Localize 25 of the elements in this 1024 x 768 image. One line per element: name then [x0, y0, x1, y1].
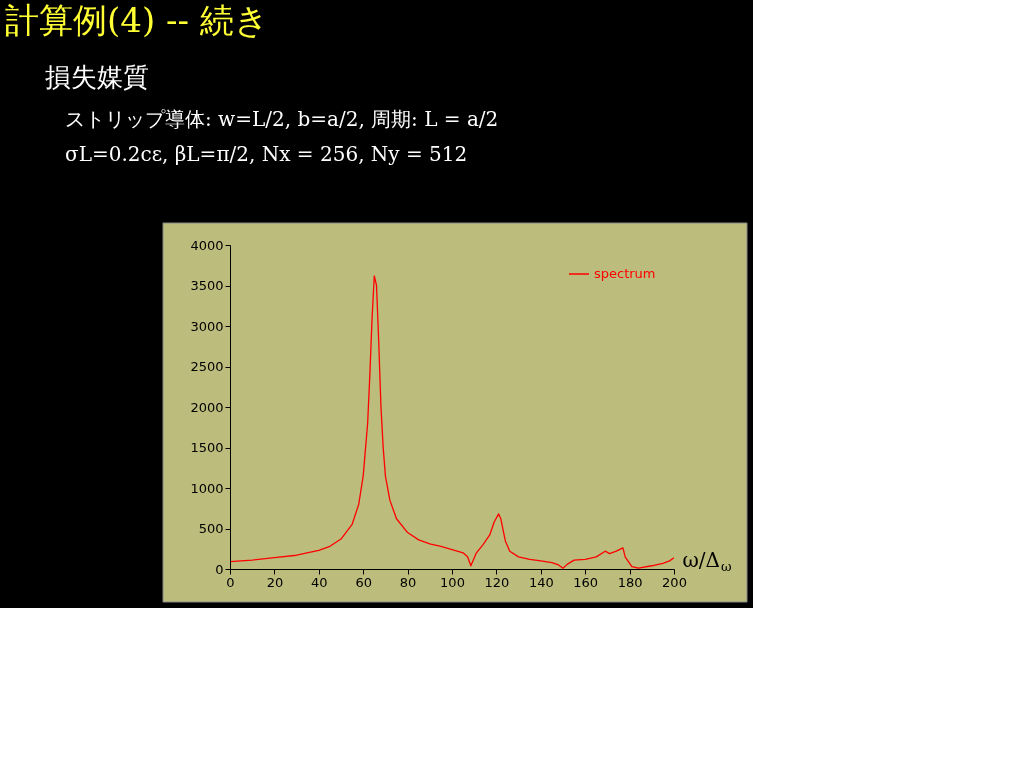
y-tick-label: 1000: [190, 480, 224, 496]
x-tick-label: 120: [484, 574, 510, 590]
text: ストリップ導体: w=L/2, b=a/2, 周期: L = a/2: [65, 107, 499, 131]
y-tick-label: 3500: [190, 278, 224, 293]
x-tick-label: 100: [440, 574, 465, 590]
y-tick-label: 1500: [190, 440, 224, 455]
x-tick-label: 60: [355, 574, 372, 590]
y-tick-label: 2000: [190, 399, 224, 415]
y-tick-label: 500: [198, 521, 224, 536]
x-tick-label: 160: [573, 574, 599, 590]
x-tick-label: 140: [528, 574, 554, 590]
text: 損失媒質: [45, 62, 149, 92]
y-tick-label: 3000: [190, 318, 224, 334]
x-tick-label: 200: [662, 574, 687, 590]
x-tick-label: 40: [311, 574, 328, 590]
y-tick-label: 2500: [190, 359, 224, 374]
chart-title: 計算例(4) -- 続き: [5, 0, 269, 40]
y-tick-label: 4000: [190, 237, 224, 253]
text: σL=0.2cε, βL=π/2, Nx = 256, Ny = 512: [65, 142, 468, 166]
x-tick-label: 80: [399, 574, 417, 590]
x-tick-label: 0: [226, 574, 235, 590]
x-tick-label: 180: [617, 574, 643, 590]
y-tick-label: 0: [215, 561, 224, 577]
legend-label: spectrum: [594, 266, 656, 281]
x-tick-label: 20: [266, 574, 284, 590]
